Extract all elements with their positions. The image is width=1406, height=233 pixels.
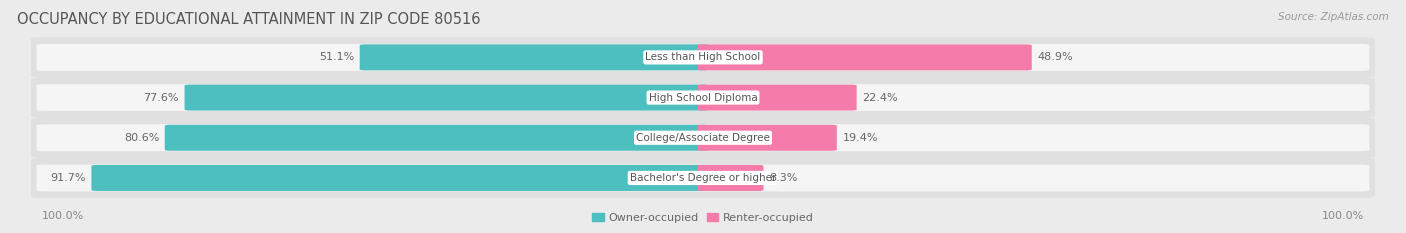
FancyBboxPatch shape [37, 84, 1369, 111]
Text: Source: ZipAtlas.com: Source: ZipAtlas.com [1278, 12, 1389, 22]
FancyBboxPatch shape [360, 44, 709, 70]
FancyBboxPatch shape [165, 125, 709, 151]
FancyBboxPatch shape [31, 37, 1375, 77]
Text: 51.1%: 51.1% [319, 52, 354, 62]
Text: 80.6%: 80.6% [124, 133, 159, 143]
FancyBboxPatch shape [31, 118, 1375, 158]
FancyBboxPatch shape [37, 164, 1369, 192]
FancyBboxPatch shape [697, 44, 1032, 70]
FancyBboxPatch shape [184, 85, 709, 110]
Legend: Owner-occupied, Renter-occupied: Owner-occupied, Renter-occupied [588, 209, 818, 227]
Text: 77.6%: 77.6% [143, 93, 179, 103]
FancyBboxPatch shape [31, 77, 1375, 118]
FancyBboxPatch shape [697, 85, 856, 110]
Text: 91.7%: 91.7% [51, 173, 86, 183]
FancyBboxPatch shape [37, 124, 1369, 151]
FancyBboxPatch shape [697, 165, 763, 191]
Text: 19.4%: 19.4% [842, 133, 877, 143]
Text: 100.0%: 100.0% [1322, 211, 1364, 220]
Text: High School Diploma: High School Diploma [648, 93, 758, 103]
Text: Less than High School: Less than High School [645, 52, 761, 62]
Text: Bachelor's Degree or higher: Bachelor's Degree or higher [630, 173, 776, 183]
Text: OCCUPANCY BY EDUCATIONAL ATTAINMENT IN ZIP CODE 80516: OCCUPANCY BY EDUCATIONAL ATTAINMENT IN Z… [17, 12, 481, 27]
Text: 100.0%: 100.0% [42, 211, 84, 220]
FancyBboxPatch shape [91, 165, 709, 191]
Text: College/Associate Degree: College/Associate Degree [636, 133, 770, 143]
FancyBboxPatch shape [37, 44, 1369, 71]
Text: 48.9%: 48.9% [1038, 52, 1073, 62]
FancyBboxPatch shape [31, 158, 1375, 198]
Text: 8.3%: 8.3% [769, 173, 797, 183]
FancyBboxPatch shape [697, 125, 837, 151]
Text: 22.4%: 22.4% [862, 93, 898, 103]
